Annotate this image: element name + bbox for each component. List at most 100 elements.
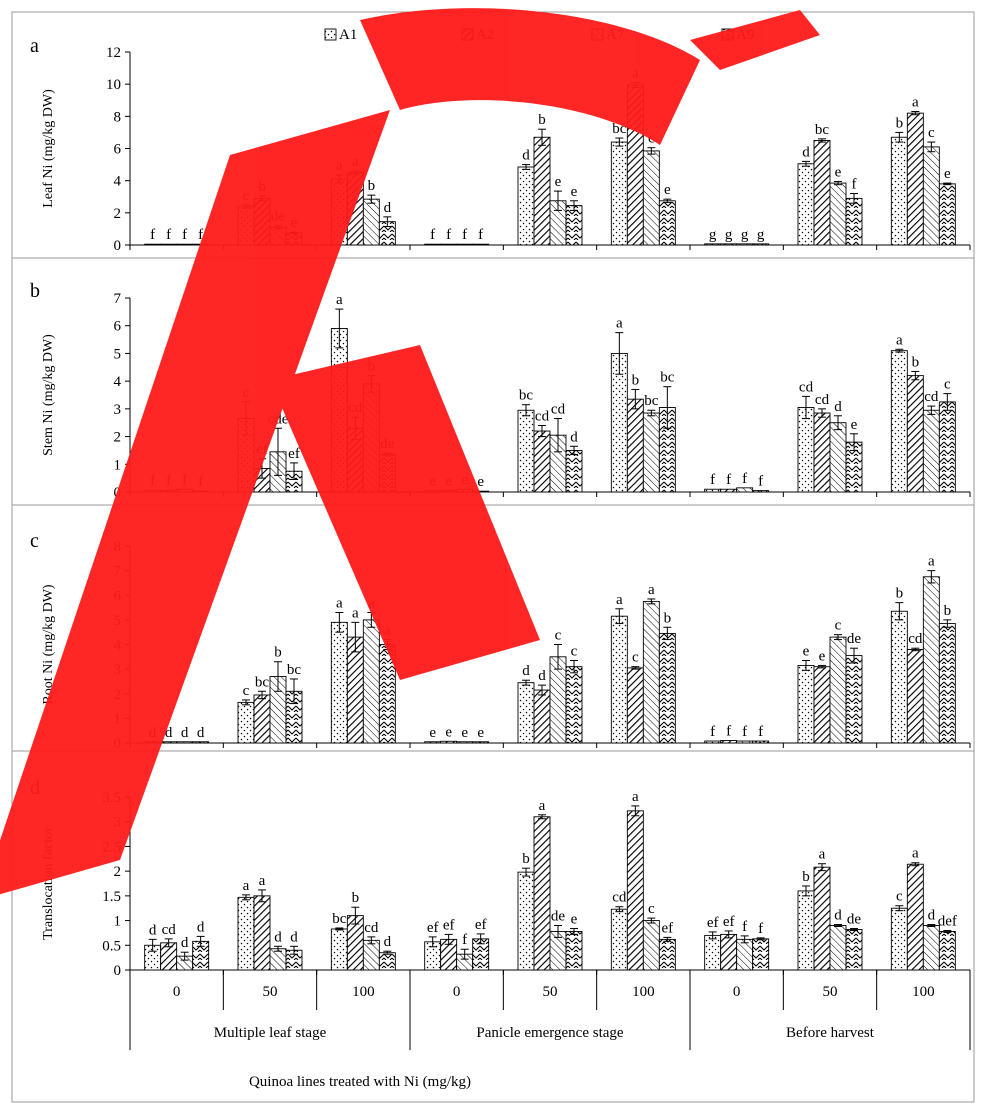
bar-A1 — [797, 163, 815, 246]
significance-letter: cd — [815, 392, 830, 408]
bar-A1 — [797, 407, 815, 493]
y-axis-title: Leaf Ni (mg/kg DW) — [41, 89, 56, 208]
dose-label: 100 — [912, 984, 935, 1000]
significance-letter: e — [571, 911, 578, 927]
significance-letter: f — [726, 472, 731, 488]
significance-letter: f — [710, 724, 715, 740]
significance-letter: f — [742, 724, 747, 740]
bar-A7 — [829, 636, 847, 744]
bar-A7 — [456, 741, 474, 744]
significance-letter: a — [896, 332, 903, 348]
dose-label: 100 — [632, 984, 655, 1000]
bar-A2 — [346, 636, 364, 744]
bar-A1 — [330, 621, 348, 744]
significance-letter: bc — [255, 674, 270, 690]
dose-label: 50 — [543, 984, 558, 1000]
bar-A2 — [440, 740, 458, 744]
significance-letter: bc — [519, 388, 534, 404]
significance-letter: d — [181, 725, 189, 741]
significance-letter: f — [150, 227, 155, 243]
bar-A7 — [922, 409, 940, 493]
significance-letter: f — [758, 921, 763, 937]
bar-A1 — [330, 928, 348, 971]
significance-letter: c — [896, 889, 903, 905]
bar-A1 — [144, 243, 162, 246]
significance-letter: cd — [535, 408, 550, 424]
significance-letter: f — [726, 724, 731, 740]
bar-A1 — [890, 350, 908, 493]
significance-letter: g — [709, 227, 717, 243]
bar-A9 — [845, 197, 863, 246]
significance-letter: a — [648, 582, 655, 598]
y-tick-label: 1 — [114, 457, 122, 473]
bar-A7 — [642, 150, 660, 246]
stage-label: Panicle emergence stage — [476, 1025, 623, 1041]
y-tick-label: 8 — [114, 109, 122, 125]
bar-A2 — [253, 895, 271, 971]
bar-A9 — [565, 930, 583, 971]
significance-letter: d — [928, 908, 936, 924]
significance-letter: f — [198, 227, 203, 243]
significance-letter: g — [757, 227, 765, 243]
significance-letter: cd — [364, 920, 379, 936]
significance-letter: d — [384, 200, 392, 216]
significance-letter: d — [522, 148, 530, 164]
significance-letter: d — [834, 908, 842, 924]
significance-letter: b — [538, 112, 546, 128]
significance-letter: c — [648, 901, 655, 917]
bar-A2 — [626, 667, 644, 744]
bar-A7 — [456, 243, 474, 246]
bar-A1 — [517, 409, 535, 493]
significance-letter: e — [429, 725, 436, 741]
significance-letter: e — [803, 644, 810, 660]
significance-letter: b — [352, 890, 360, 906]
bar-A1 — [704, 740, 722, 744]
significance-letter: d — [197, 919, 205, 935]
bar-A7 — [362, 198, 380, 246]
bar-A2 — [253, 694, 271, 744]
bar-A9 — [658, 938, 676, 971]
bar-A2 — [813, 666, 831, 744]
significance-letter: d — [149, 922, 157, 938]
significance-letter: ef — [707, 915, 719, 931]
bar-A9 — [845, 655, 863, 744]
bar-A2 — [813, 140, 831, 246]
y-tick-label: 2 — [114, 864, 122, 880]
bar-A2 — [720, 740, 738, 744]
significance-letter: bc — [660, 370, 675, 386]
bar-A9 — [192, 741, 210, 744]
bar-A2 — [813, 866, 831, 971]
bar-A7 — [362, 619, 380, 744]
y-tick-label: 7 — [114, 291, 122, 307]
significance-letter: e — [664, 182, 671, 198]
significance-letter: d — [181, 935, 189, 951]
significance-letter: bc — [287, 662, 302, 678]
bar-A2 — [906, 112, 924, 246]
bar-A1 — [890, 610, 908, 744]
significance-letter: e — [819, 648, 826, 664]
significance-letter: ef — [427, 920, 439, 936]
bar-A1 — [890, 136, 908, 246]
significance-letter: a — [912, 95, 919, 111]
significance-letter: a — [819, 847, 826, 863]
bar-A9 — [752, 740, 770, 744]
bar-A9 — [845, 929, 863, 971]
bar-A1 — [890, 907, 908, 971]
bar-A9 — [472, 243, 490, 246]
significance-letter: ef — [443, 917, 455, 933]
significance-letter: a — [912, 846, 919, 862]
bar-A2 — [906, 863, 924, 971]
bar-A1 — [517, 166, 535, 246]
bar-A9 — [658, 632, 676, 744]
bar-A1 — [610, 908, 628, 971]
bar-A7 — [922, 146, 940, 246]
bar-A7 — [829, 422, 847, 493]
x-axis-categories: 0 50 100 0 50 100 0 50 100 Multiple leaf stage Pan… — [129, 970, 971, 1050]
significance-letter: b — [522, 851, 530, 867]
y-tick-label: 0.5 — [102, 938, 121, 954]
bar-A1 — [424, 741, 442, 744]
significance-letter: ef — [288, 446, 300, 462]
dose-label: 50 — [263, 984, 278, 1000]
significance-letter: b — [664, 610, 672, 626]
significance-letter: d — [197, 725, 205, 741]
